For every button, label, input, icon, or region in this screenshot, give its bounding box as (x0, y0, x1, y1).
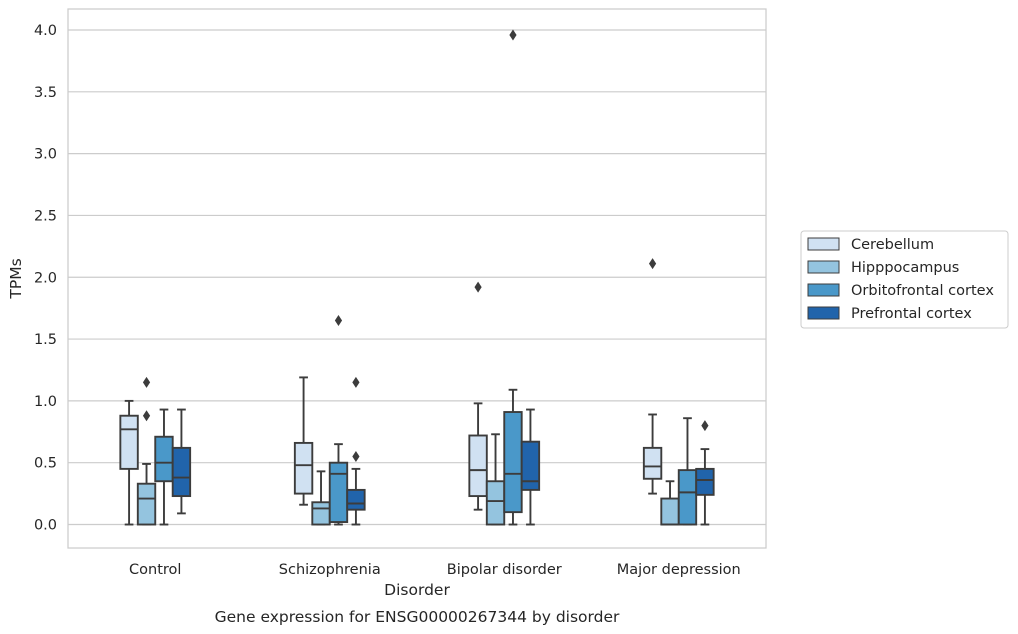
box-iqr (293, 441, 314, 495)
box-cerebellum (293, 376, 314, 506)
legend: Cerebellum Hipppocampus Orbitofrontal cort… (800, 230, 1009, 329)
box-prefrontal-cortex (171, 408, 192, 515)
box-iqr (660, 497, 680, 526)
legend-items: Cerebellum Hipppocampus Orbitofrontal cort… (807, 237, 994, 322)
outlier-point (352, 376, 360, 388)
outlier-point (648, 258, 657, 270)
box-iqr (154, 435, 174, 483)
outlier-point (474, 281, 482, 293)
y-axis-label: TPMs (7, 258, 25, 299)
box-iqr (171, 446, 192, 498)
box-orbitofrontal-cortex (154, 408, 174, 526)
legend-swatch (807, 237, 840, 251)
box-prefrontal-cortex (520, 408, 541, 526)
legend-label: Hipppocampus (851, 260, 959, 276)
y-tick-label: 3.0 (34, 147, 57, 163)
chart-caption: Gene expression for ENSG00000267344 by d… (215, 608, 620, 626)
box-cerebellum (119, 399, 139, 526)
x-axis-label: Disorder (384, 581, 450, 599)
box-groups (119, 29, 715, 526)
outlier-point (509, 29, 517, 41)
legend-item: Orbitofrontal cortex (807, 283, 994, 299)
y-tick-label: 2.5 (34, 208, 57, 224)
outlier-point (701, 420, 709, 432)
y-tick-label: 1.5 (34, 332, 57, 348)
legend-item: Cerebellum (807, 237, 934, 253)
legend-label: Cerebellum (851, 237, 934, 253)
box-hipppocampus (660, 480, 680, 526)
box-hipppocampus (311, 470, 331, 526)
outlier-point (352, 451, 360, 463)
y-tick-label: 0.0 (34, 518, 57, 534)
y-tick-labels: 0.0 0.5 1.0 1.5 2.0 2.5 3.0 3.5 4.0 (34, 23, 57, 533)
y-tick-label: 2.0 (34, 270, 57, 286)
box-iqr (677, 469, 698, 526)
x-tick-label: Schizophrenia (279, 562, 381, 578)
x-tick-label: Bipolar disorder (447, 562, 562, 578)
y-tick-label: 1.0 (34, 394, 57, 410)
outlier-point (142, 376, 151, 388)
legend-label: Orbitofrontal cortex (851, 283, 994, 299)
box-iqr (520, 440, 541, 491)
outlier-point (334, 315, 343, 327)
legend-item: Hipppocampus (807, 260, 959, 276)
box-prefrontal-cortex (346, 376, 366, 526)
box-orbitofrontal-cortex (677, 417, 698, 526)
box-iqr (328, 461, 349, 523)
box-cerebellum (642, 258, 663, 495)
y-tick-label: 3.5 (34, 85, 57, 101)
legend-swatch (807, 283, 840, 297)
legend-item: Prefrontal cortex (807, 306, 972, 322)
x-tick-labels: Control Schizophrenia Bipolar disorder Majo… (129, 562, 741, 578)
y-tick-label: 4.0 (34, 23, 57, 39)
legend-swatch (807, 260, 840, 274)
x-tick-label: Major depression (617, 562, 741, 578)
y-tick-label: 0.5 (34, 456, 57, 472)
box-prefrontal-cortex (695, 420, 715, 526)
box-hipppocampus (136, 376, 157, 526)
legend-swatch (807, 306, 840, 320)
box-iqr (468, 434, 488, 498)
box-iqr (346, 488, 366, 511)
plot-frame (67, 8, 767, 549)
box-iqr (642, 446, 663, 480)
x-tick-label: Control (129, 562, 181, 578)
box-iqr (136, 482, 157, 526)
box-iqr (119, 414, 139, 470)
box-iqr (311, 501, 331, 526)
box-hipppocampus (485, 433, 506, 526)
box-iqr (503, 411, 523, 514)
outlier-point (142, 410, 151, 422)
box-iqr (485, 480, 506, 526)
box-iqr (695, 467, 715, 496)
legend-label: Prefrontal cortex (851, 306, 972, 322)
legend-frame (800, 230, 1009, 329)
box-cerebellum (468, 281, 488, 511)
box-orbitofrontal-cortex (328, 315, 349, 526)
